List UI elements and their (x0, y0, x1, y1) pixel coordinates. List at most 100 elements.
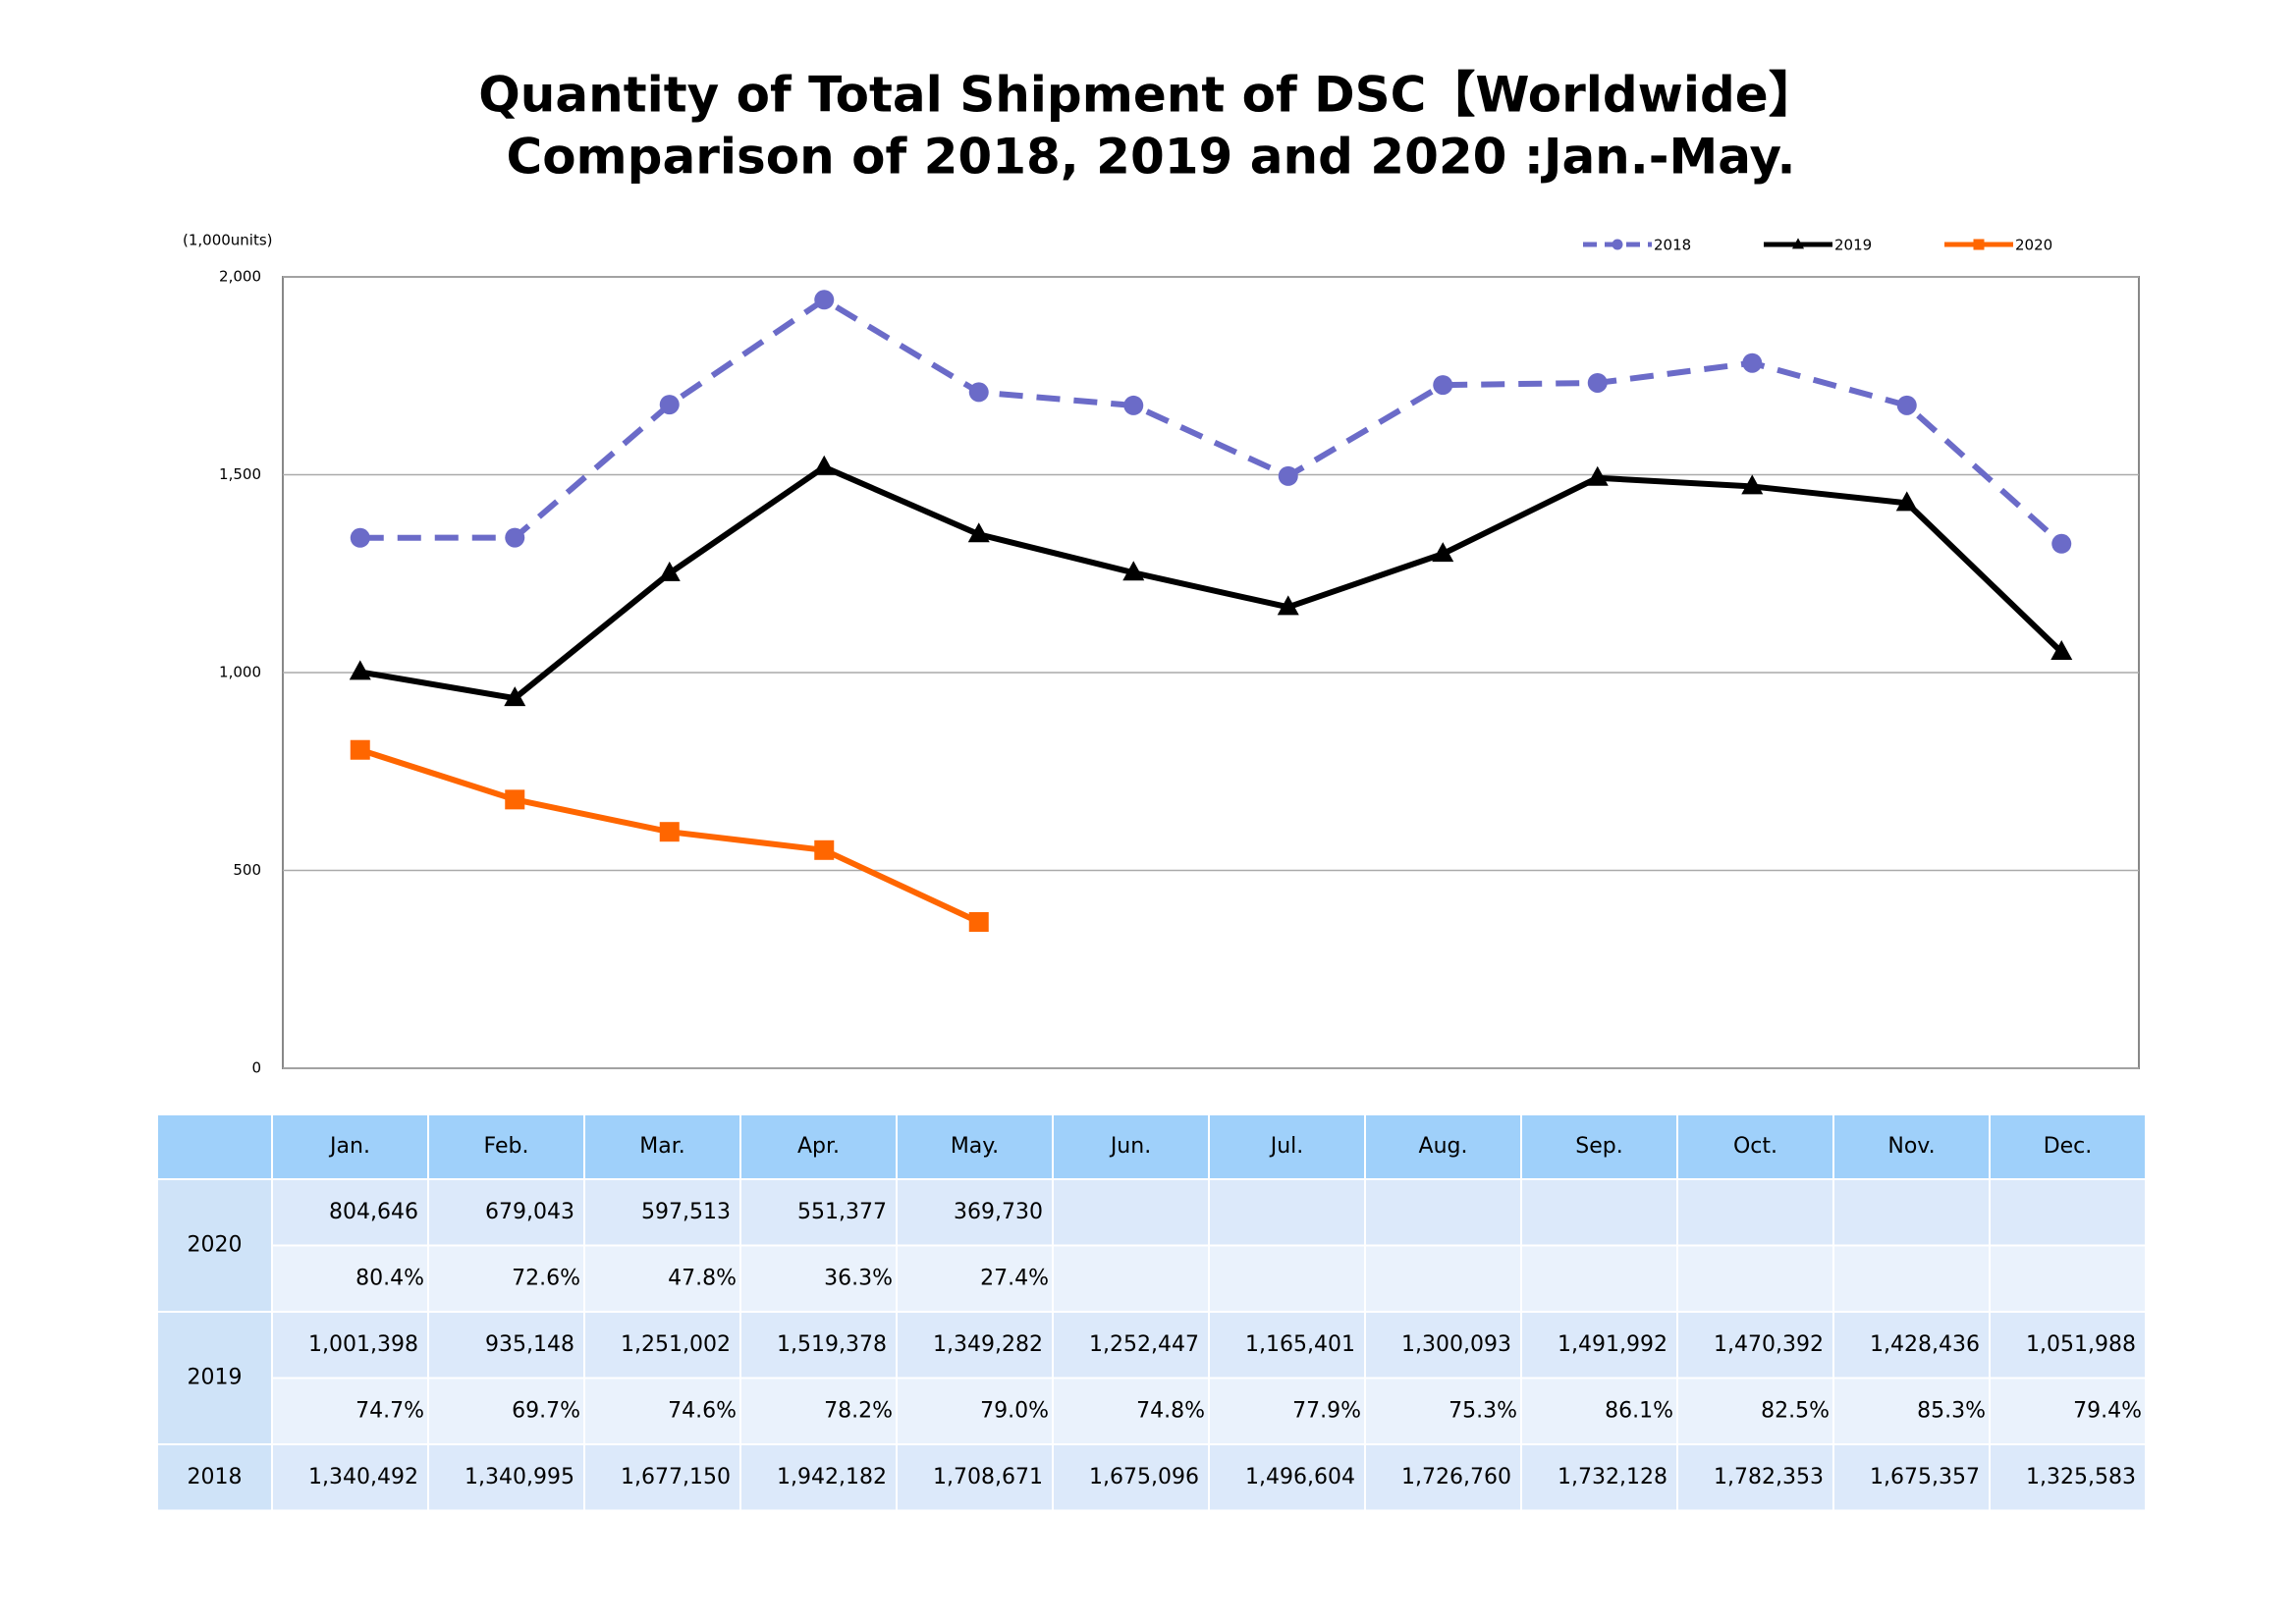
table-cell (427, 1178, 585, 1247)
table-cell (1208, 1178, 1366, 1247)
table-cell (1052, 1377, 1210, 1445)
table-cell (1520, 1377, 1678, 1445)
point (1742, 352, 1763, 373)
value-cell: 1,252,447 (1089, 1332, 1199, 1357)
point (658, 561, 681, 581)
value-cell: 1,340,492 (308, 1465, 418, 1489)
table-cell (1520, 1178, 1678, 1247)
point (349, 660, 371, 680)
point (504, 686, 526, 707)
x-tick-label: Mar. (639, 1134, 684, 1159)
table-cell (1364, 1178, 1522, 1247)
table-cell (1364, 1377, 1522, 1445)
table-cell (1832, 1113, 1991, 1180)
ratio-cell: 36.3% (824, 1266, 893, 1290)
point (659, 395, 680, 415)
point (350, 739, 370, 760)
table-cell (896, 1244, 1054, 1313)
table-cell (1520, 1443, 1678, 1512)
ratio-cell: 78.2% (824, 1398, 893, 1423)
table-cell (1364, 1311, 1522, 1380)
value-cell: 1,470,392 (1714, 1332, 1824, 1357)
value-cell: 935,148 (485, 1332, 574, 1357)
point (2050, 640, 2073, 661)
table-cell (1364, 1244, 1522, 1313)
x-tick-label: Dec. (2044, 1134, 2093, 1159)
ratio-cell: 77.9% (1292, 1398, 1361, 1423)
value-cell: 1,325,583 (2026, 1465, 2136, 1489)
table-cell (1832, 1244, 1991, 1313)
table-cell (427, 1443, 585, 1512)
ratio-cell: 80.4% (355, 1266, 424, 1290)
table-cell (1989, 1377, 2147, 1445)
value-cell: 1,428,436 (1870, 1332, 1980, 1357)
value-cell: 1,519,378 (777, 1332, 887, 1357)
point (1433, 375, 1453, 396)
table-cell (1989, 1311, 2147, 1380)
table-cell (1832, 1311, 1991, 1380)
legend-marker (1791, 238, 1805, 249)
ratio-cell: 74.6% (668, 1398, 737, 1423)
table-cell (271, 1377, 429, 1445)
table-cell (896, 1113, 1054, 1180)
point (968, 911, 989, 932)
value-cell: 1,782,353 (1714, 1465, 1824, 1489)
table-cell (1364, 1113, 1522, 1180)
point (2051, 533, 2072, 554)
table-cell (1989, 1113, 2147, 1180)
value-cell: 1,942,182 (777, 1465, 887, 1489)
point (813, 455, 836, 475)
point (505, 527, 525, 548)
table-cell (156, 1113, 273, 1180)
point (1277, 595, 1299, 616)
table-cell (427, 1244, 585, 1313)
x-tick-label: Jul. (1269, 1134, 1304, 1159)
table-cell (739, 1244, 898, 1313)
x-tick-label: Jan. (328, 1134, 370, 1159)
x-tick-label: Oct. (1733, 1134, 1777, 1159)
x-tick-label: Jun. (1109, 1134, 1151, 1159)
ratio-cell: 75.3% (1449, 1398, 1517, 1423)
table-cell (271, 1178, 429, 1247)
value-cell: 679,043 (485, 1200, 574, 1224)
value-cell: 551,377 (797, 1200, 887, 1224)
point (1123, 395, 1144, 415)
value-cell: 1,349,282 (933, 1332, 1043, 1357)
table-cell (1676, 1377, 1834, 1445)
table-cell (1052, 1244, 1210, 1313)
y-tick-label: 0 (251, 1059, 261, 1077)
row-header: 2019 (188, 1366, 243, 1390)
row-header: 2018 (188, 1465, 243, 1489)
table-cell (739, 1178, 898, 1247)
value-cell: 1,165,401 (1245, 1332, 1355, 1357)
ratio-cell: 85.3% (1917, 1398, 1986, 1423)
ratio-cell: 82.5% (1761, 1398, 1830, 1423)
table-cell (271, 1443, 429, 1512)
x-tick-label: Apr. (797, 1134, 840, 1159)
point (659, 822, 680, 842)
y-tick-label: 500 (233, 861, 261, 879)
table-cell (739, 1113, 898, 1180)
value-cell: 1,300,093 (1401, 1332, 1511, 1357)
point (1122, 561, 1145, 581)
point (814, 290, 835, 310)
point (1896, 395, 1917, 415)
series-line (359, 463, 2064, 702)
ratio-cell: 74.7% (355, 1398, 424, 1423)
legend-label: 2018 (1654, 237, 1691, 254)
table-cell (896, 1443, 1054, 1512)
y-axis-label: (1,000units) (183, 232, 273, 249)
y-tick-label: 1,000 (219, 664, 261, 681)
value-cell: 1,340,995 (465, 1465, 574, 1489)
ratio-cell: 79.0% (980, 1398, 1049, 1423)
table-cell (1052, 1178, 1210, 1247)
y-tick-label: 1,500 (219, 465, 261, 483)
point (350, 527, 370, 548)
value-cell: 1,726,760 (1401, 1465, 1511, 1489)
value-cell: 1,051,988 (2026, 1332, 2136, 1357)
table-cell (1052, 1443, 1210, 1512)
value-cell: 804,646 (329, 1200, 418, 1224)
x-tick-label: Sep. (1575, 1134, 1622, 1159)
point (1432, 542, 1454, 563)
